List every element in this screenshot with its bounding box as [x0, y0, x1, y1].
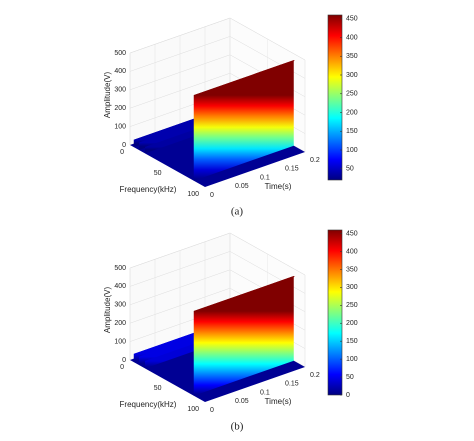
ridge [193, 60, 294, 181]
z-tick-label: 100 [114, 123, 126, 130]
colorbar-tick-label: 150 [346, 338, 358, 345]
colorbar-tick-label: 350 [346, 53, 358, 60]
colorbar-tick-label: 450 [346, 230, 358, 237]
colorbar-tick-label: 250 [346, 91, 358, 98]
z-axis-label: Amplitude(V) [103, 72, 112, 119]
colorbar-tick-label: 250 [346, 302, 358, 309]
y-tick-label: 0.2 [310, 372, 320, 379]
colorbar-tick-label: 100 [346, 356, 358, 363]
x-axis-label: Frequency(kHz) [120, 185, 177, 194]
z-tick-label: 0 [122, 142, 126, 149]
ridge-top [193, 60, 295, 96]
x-tick-label: 100 [187, 191, 199, 198]
x-tick-label: 50 [154, 385, 162, 392]
z-tick-label: 400 [114, 68, 126, 75]
panel-label: (a) [231, 206, 244, 218]
colorbar-tick-label: 50 [346, 374, 354, 381]
y-tick-label: 0 [210, 192, 214, 199]
z-tick-label: 500 [114, 265, 126, 272]
z-tick-label: 300 [114, 302, 126, 309]
z-tick-label: 200 [114, 105, 126, 112]
y-tick-label: 0.1 [260, 389, 270, 396]
colorbar-tick-label: 300 [346, 72, 358, 79]
y-tick-label: 0.1 [260, 174, 270, 181]
x-tick-label: 0 [120, 149, 124, 156]
colorbar-tick-label: 0 [346, 392, 350, 399]
z-tick-label: 300 [114, 87, 126, 94]
z-tick-label: 100 [114, 338, 126, 345]
y-tick-label: 0.15 [285, 381, 299, 388]
colorbar-tick-label: 200 [346, 320, 358, 327]
z-tick-label: 200 [114, 320, 126, 327]
x-tick-label: 50 [154, 170, 162, 177]
colorbar [327, 229, 343, 396]
colorbar [327, 14, 343, 181]
x-tick-label: 0 [120, 364, 124, 371]
colorbar-tick-label: 400 [346, 34, 358, 41]
y-tick-label: 0.2 [310, 157, 320, 164]
y-tick-label: 0.15 [285, 166, 299, 173]
colorbar-tick-label: 400 [346, 248, 358, 255]
panel: 010020030040050000.050.10.150.2050100Amp… [103, 229, 358, 433]
colorbar-tick-label: 350 [346, 266, 358, 273]
y-tick-label: 0.05 [235, 398, 249, 405]
ridge-top [193, 276, 295, 312]
z-axis-label: Amplitude(V) [103, 287, 112, 334]
y-tick-label: 0 [210, 407, 214, 414]
z-tick-label: 400 [114, 283, 126, 290]
colorbar-tick-label: 200 [346, 109, 358, 116]
panel: 010020030040050000.050.10.150.2050100Amp… [103, 14, 358, 218]
x-tick-label: 100 [187, 406, 199, 413]
y-axis-label: Time(s) [265, 397, 292, 406]
panel-label: (b) [231, 421, 244, 433]
y-tick-label: 0.05 [235, 183, 249, 190]
colorbar-tick-label: 300 [346, 284, 358, 291]
colorbar-tick-label: 150 [346, 128, 358, 135]
x-axis-label: Frequency(kHz) [120, 400, 177, 409]
z-tick-label: 0 [122, 357, 126, 364]
colorbar-tick-label: 450 [346, 16, 358, 23]
colorbar-tick-label: 100 [346, 147, 358, 154]
colorbar-tick-label: 50 [346, 166, 354, 173]
y-axis-label: Time(s) [265, 182, 292, 191]
ridge [193, 276, 294, 396]
z-tick-label: 500 [114, 50, 126, 57]
